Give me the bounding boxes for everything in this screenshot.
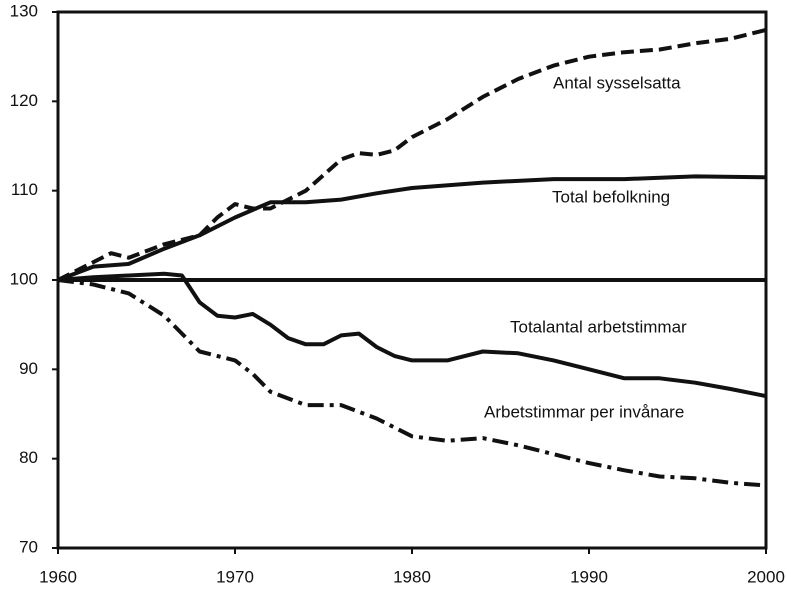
y-tick-label: 80: [19, 448, 38, 467]
y-tick-label: 130: [10, 1, 38, 20]
series-line: [57, 174, 767, 282]
y-tick-label: 120: [10, 91, 38, 110]
series-label: Arbetstimmar per invånare: [484, 402, 684, 421]
y-tick-label: 110: [11, 180, 38, 199]
x-tick-label: 1960: [39, 567, 77, 586]
x-tick-label: 1970: [216, 567, 254, 586]
series-line: [57, 278, 767, 488]
x-tick-label: 1980: [393, 567, 431, 586]
series-label: Antal sysselsatta: [553, 73, 681, 92]
x-tick-label: 1990: [570, 567, 608, 586]
y-tick-label: 100: [10, 269, 38, 288]
series-line: [57, 27, 767, 282]
y-tick-label: 90: [19, 359, 38, 378]
series-label: Total befolkning: [552, 187, 670, 206]
x-tick-label: 2000: [747, 567, 785, 586]
series-line: [57, 271, 767, 399]
series-label: Totalantal arbetstimmar: [510, 317, 687, 336]
y-tick-label: 70: [19, 537, 38, 556]
